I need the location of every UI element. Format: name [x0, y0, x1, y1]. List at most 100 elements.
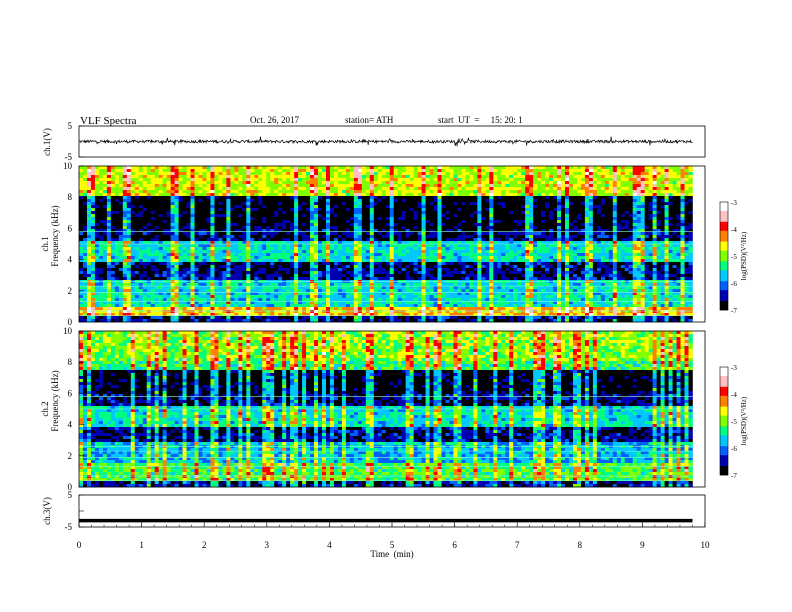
ch1-spectrogram-cell	[680, 232, 685, 236]
ch1-spectrogram-cell	[576, 244, 582, 248]
ch1-spectrogram-cell	[126, 238, 132, 242]
ch1-spectrogram-cell	[672, 208, 677, 212]
ch1-spectrogram-cell	[365, 205, 371, 209]
ch1-spectrogram-cell	[481, 184, 486, 188]
ch1-spectrogram-cell	[461, 184, 466, 188]
ch1-spectrogram-cell	[118, 223, 124, 227]
ch1-spectrogram-cell	[628, 190, 634, 194]
ch1-spectrogram-cell	[425, 178, 430, 182]
ch1-spectrogram-cell	[154, 235, 159, 239]
ch1-spectrogram-cell	[557, 229, 562, 233]
ch1-spectrogram-cell	[592, 253, 598, 257]
ch1-spectrogram-cell	[361, 223, 367, 227]
ch1-spectrogram-cell	[306, 220, 311, 224]
ch1-spectrogram-cell	[218, 217, 223, 221]
ch1-spectrogram-cell	[612, 256, 618, 260]
ch1-spectrogram-cell	[198, 226, 203, 230]
ch1-spectrogram-cell	[469, 187, 474, 191]
ch1-spectrogram-cell	[481, 259, 486, 263]
ch1-spectrogram-cell	[214, 259, 219, 263]
ch1-spectrogram-cell	[644, 193, 649, 197]
ch1-spectrogram-cell	[349, 181, 355, 185]
ch1-spectrogram-cell	[90, 256, 96, 260]
ch1-spectrogram-cell	[238, 259, 243, 263]
ch1-spectrogram-cell	[553, 187, 558, 191]
ch1-spectrogram-cell	[357, 175, 363, 179]
ch1-spectrogram-cell	[381, 250, 387, 254]
ch1-spectrogram-cell	[118, 253, 124, 257]
ch1-spectrogram-cell	[174, 226, 179, 230]
ch1-spectrogram-cell	[457, 169, 462, 173]
ch1-spectrogram-cell	[106, 184, 112, 188]
ch1-spectrogram-cell	[218, 241, 223, 245]
ch1-spectrogram-cell	[397, 184, 402, 188]
ch1-spectrogram-cell	[688, 226, 693, 230]
ch1-spectrogram-cell	[258, 214, 263, 218]
ch1-spectrogram-cell	[194, 253, 199, 257]
ch1-spectrogram-cell	[234, 205, 239, 209]
ch1-spectrogram-cell	[385, 259, 391, 263]
ch1-spectrogram-cell	[226, 214, 231, 218]
ch1-spectrogram-cell	[114, 247, 120, 251]
ch1-spectrogram-cell	[118, 187, 124, 191]
ch1-spectrogram-cell	[616, 226, 622, 230]
ch1-spectrogram-cell	[628, 169, 634, 173]
ch1-spectrogram-cell	[86, 187, 92, 191]
ch1-spectrogram-cell	[385, 241, 391, 245]
ch1-spectrogram-cell	[222, 208, 227, 212]
ch1-spectrogram-cell	[369, 259, 375, 263]
ch1-spectrogram-cell	[549, 211, 554, 215]
ch1-spectrogram-cell	[660, 208, 665, 212]
ch1-spectrogram-cell	[122, 193, 128, 197]
ch1-spectrogram-cell	[310, 184, 315, 188]
ch1-spectrogram-cell	[433, 178, 438, 182]
ch1-spectrogram-cell	[154, 232, 159, 236]
ch1-spectrogram-cell	[357, 190, 363, 194]
ch1-spectrogram-cell	[306, 247, 311, 251]
ch1-spectrogram-cell	[306, 235, 311, 239]
ch1-spectrogram-cell	[393, 166, 398, 170]
ch1-spectrogram-cell	[202, 247, 207, 251]
ch1-spectrogram-cell	[604, 181, 610, 185]
ch1-spectrogram-cell	[333, 184, 339, 188]
ch1-spectrogram-cell	[174, 241, 179, 245]
ch1-spectrogram-cell	[576, 241, 582, 245]
ch1-spectrogram-cell	[110, 223, 116, 227]
ch1-spectrogram-cell	[154, 223, 159, 227]
ch1-spectrogram-cell	[624, 223, 630, 227]
ch1-spectrogram-cell	[150, 196, 155, 200]
ch1-spectrogram-cell	[433, 211, 438, 215]
ch1-spectrogram-cell	[553, 196, 558, 200]
ch1-spectrogram-cell	[688, 172, 693, 176]
ch1-spectrogram-cell	[254, 211, 259, 215]
ch1-spectrogram-cell	[505, 247, 510, 251]
ch1-spectrogram-cell	[533, 208, 538, 212]
ch1-spectrogram-cell	[588, 232, 594, 236]
ch1-spectrogram-cell	[501, 214, 506, 218]
ch1-spectrogram-cell	[250, 178, 255, 182]
ch1-spectrogram-cell	[333, 232, 339, 236]
ch1-spectrogram-cell	[684, 199, 689, 203]
ch1-spectrogram-cell	[644, 199, 649, 203]
ch1-spectrogram-cell	[341, 169, 347, 173]
ch1-spectrogram-cell	[568, 190, 574, 194]
ch1-spectrogram-cell	[453, 232, 458, 236]
ch1-spectrogram-cell	[676, 238, 681, 242]
ch1-spectrogram-cell	[397, 196, 402, 200]
ch1-spectrogram-cell	[485, 220, 490, 224]
ch1-spectrogram-cell	[294, 211, 299, 215]
ch1-spectrogram-cell	[529, 238, 534, 242]
ch1-spectrogram-cell	[640, 169, 645, 173]
ch1-spectrogram-cell	[457, 229, 462, 233]
ch1-spectrogram-cell	[250, 166, 255, 170]
ch1-spectrogram-cell	[322, 202, 327, 206]
ch1-spectrogram-cell	[485, 229, 490, 233]
ch1-spectrogram-cell	[557, 235, 562, 239]
ch1-spectrogram-cell	[672, 211, 677, 215]
ch1-spectrogram-cell	[190, 178, 195, 182]
ch1-spectrogram-cell	[206, 175, 211, 179]
ch1-spectrogram-cell	[652, 181, 657, 185]
ch1-spectrogram-cell	[114, 166, 120, 170]
ch1-spectrogram-cell	[644, 241, 649, 245]
ch1-spectrogram-cell	[636, 190, 641, 194]
